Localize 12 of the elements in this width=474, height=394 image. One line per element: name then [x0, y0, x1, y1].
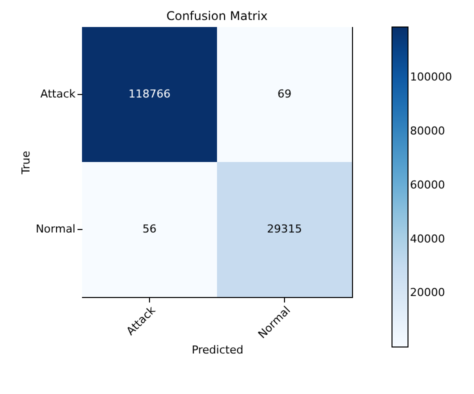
data-label: 29315: [267, 222, 302, 236]
color-bar-label: 40000: [410, 232, 445, 246]
x-axis-title: Predicted: [192, 343, 244, 356]
color-bar-label: 20000: [410, 286, 445, 300]
data-label: 56: [142, 222, 156, 236]
color-bar-label: 60000: [410, 178, 445, 192]
y-axis-title: True: [20, 150, 33, 176]
data-label: 118766: [128, 88, 170, 100]
chart-title: Confusion Matrix: [166, 9, 268, 23]
color-bar-label: 80000: [410, 124, 445, 138]
data-label: 69: [278, 88, 292, 100]
color-bar-label: 100000: [410, 70, 452, 84]
